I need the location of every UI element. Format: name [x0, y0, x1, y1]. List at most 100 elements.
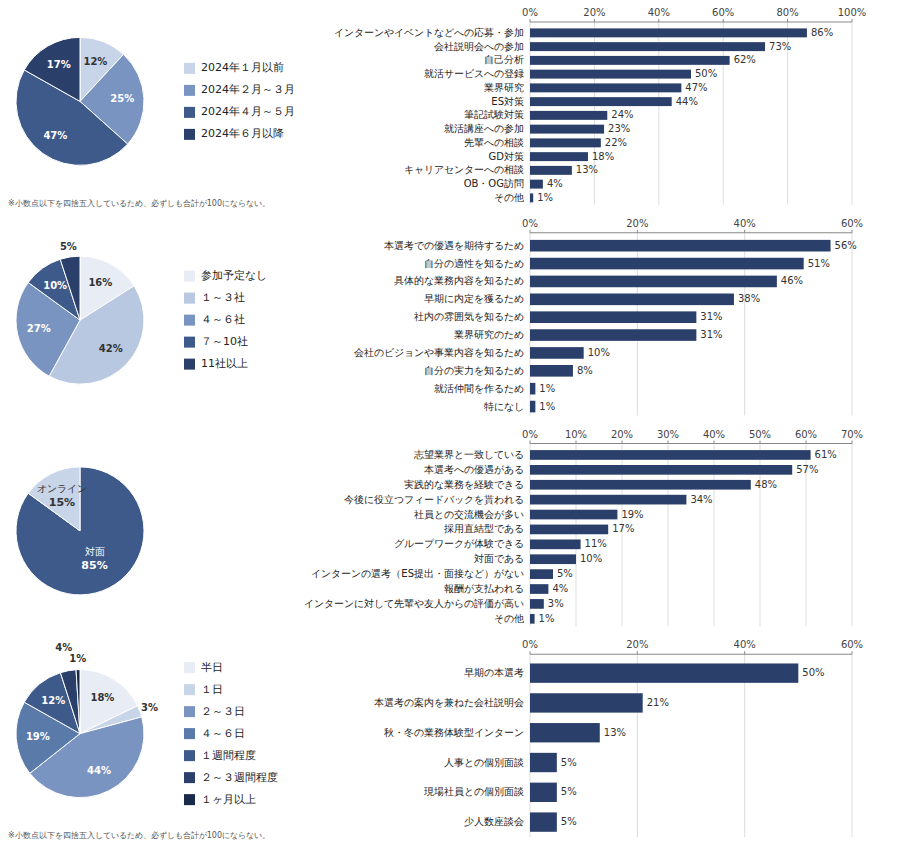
bar	[530, 42, 765, 51]
pie-slice	[28, 467, 80, 531]
data-label: 44%	[87, 765, 111, 776]
data-label: 57%	[796, 464, 818, 475]
pie-slice	[76, 670, 80, 734]
grid-line	[852, 654, 853, 837]
data-label: 21%	[647, 697, 669, 708]
data-label: 17%	[47, 59, 71, 70]
pie-chart	[16, 256, 144, 384]
tick-label: 60%	[841, 218, 863, 229]
tick-label: 40%	[648, 7, 670, 18]
bar	[530, 311, 696, 323]
legend-label: ２～３日	[201, 705, 245, 718]
bar	[530, 753, 557, 772]
bar-chart: 0%10%20%30%40%50%60%70%志望業界と一致している61%本選考…	[304, 429, 863, 627]
category-label: その他	[494, 192, 524, 203]
bars	[530, 28, 807, 202]
data-label: 5%	[561, 816, 577, 827]
category-label: 会社説明会への参加	[434, 41, 524, 52]
bar	[530, 166, 572, 175]
legend-swatch	[184, 706, 195, 717]
data-label: 73%	[769, 41, 791, 52]
legend-label: 2024年１月以前	[201, 61, 284, 74]
legend-label: ２～３週間程度	[201, 771, 278, 784]
bar	[530, 465, 792, 475]
data-label: 15%	[49, 496, 75, 509]
bar	[530, 83, 681, 92]
bar	[530, 614, 535, 624]
legend-swatch	[184, 337, 195, 348]
data-label: 1%	[537, 192, 553, 203]
bar	[530, 28, 807, 37]
data-label: 31%	[700, 311, 722, 322]
data-label: 47%	[685, 82, 707, 93]
axis-line	[530, 232, 852, 233]
data-label: 10%	[588, 347, 610, 358]
bar	[530, 56, 730, 65]
category-label: ES対策	[491, 96, 524, 107]
bar	[530, 569, 553, 579]
data-label: 4%	[55, 642, 72, 653]
data-label: 25%	[110, 93, 134, 104]
bar	[530, 783, 557, 802]
data-label: 24%	[611, 109, 633, 120]
bar	[530, 347, 584, 359]
bar	[530, 495, 686, 505]
legend-label: ４～６社	[201, 313, 245, 326]
bar	[530, 599, 544, 609]
data-label: 86%	[811, 27, 833, 38]
tick-label: 0%	[522, 639, 538, 650]
pie-slice	[24, 37, 80, 101]
legend-label: １日	[201, 683, 223, 696]
category-label: 本選考への優遇がある	[424, 464, 524, 475]
pie-chart	[16, 670, 144, 798]
category-label: 社員との交流機会が多い	[414, 509, 524, 520]
category-label: キャリアセンターへの相談	[404, 164, 524, 175]
pie-slice	[16, 467, 144, 595]
data-label: 3%	[548, 598, 564, 609]
data-label: 5%	[561, 786, 577, 797]
tick-label: 70%	[841, 429, 863, 440]
category-label: 少人数座談会	[464, 816, 524, 827]
data-label: 27%	[27, 323, 51, 334]
bar	[530, 401, 535, 413]
tick-label: 20%	[626, 639, 648, 650]
slice-category: オンライン	[37, 483, 87, 494]
category-label: 現場社員との個別面談	[424, 786, 524, 797]
bar	[530, 276, 777, 288]
legend-swatch	[184, 359, 195, 370]
category-label: 業界研究	[484, 82, 524, 93]
legend-swatch	[184, 684, 195, 695]
tick-label: 40%	[703, 429, 725, 440]
bar	[530, 258, 804, 270]
legend-label: 2024年４月～５月	[201, 105, 295, 118]
bar	[530, 693, 643, 712]
data-label: 23%	[608, 123, 630, 134]
data-label: 13%	[576, 164, 598, 175]
data-label: 50%	[695, 68, 717, 79]
category-label: 報酬が支払われる	[444, 583, 524, 594]
data-label: 16%	[88, 277, 112, 288]
data-label: 8%	[577, 365, 593, 376]
data-label: 51%	[808, 258, 830, 269]
bar	[530, 152, 588, 161]
category-label: 秋・冬の業務体験型インターン	[384, 727, 524, 738]
data-label: 42%	[99, 343, 123, 354]
category-label: 本選考の案内を兼ねた会社説明会	[374, 697, 524, 708]
data-label: 62%	[734, 54, 756, 65]
tick-label: 80%	[776, 7, 798, 18]
bar	[530, 180, 543, 189]
data-label: 61%	[815, 449, 837, 460]
axis-line	[530, 654, 852, 655]
category-label: 自分の適性を知るため	[424, 258, 524, 269]
category-label: 社内の雰囲気を知るため	[414, 311, 524, 322]
category-label: 志望業界と一致している	[414, 449, 524, 460]
category-label: GD対策	[489, 151, 524, 162]
legend-swatch	[184, 772, 195, 783]
bar	[530, 812, 557, 831]
legend-swatch	[184, 662, 195, 673]
data-label: 12%	[41, 695, 65, 706]
axis-line	[530, 22, 852, 23]
data-label: 4%	[547, 178, 563, 189]
category-label: OB・OG訪問	[464, 178, 524, 189]
pie-chart	[16, 37, 144, 165]
